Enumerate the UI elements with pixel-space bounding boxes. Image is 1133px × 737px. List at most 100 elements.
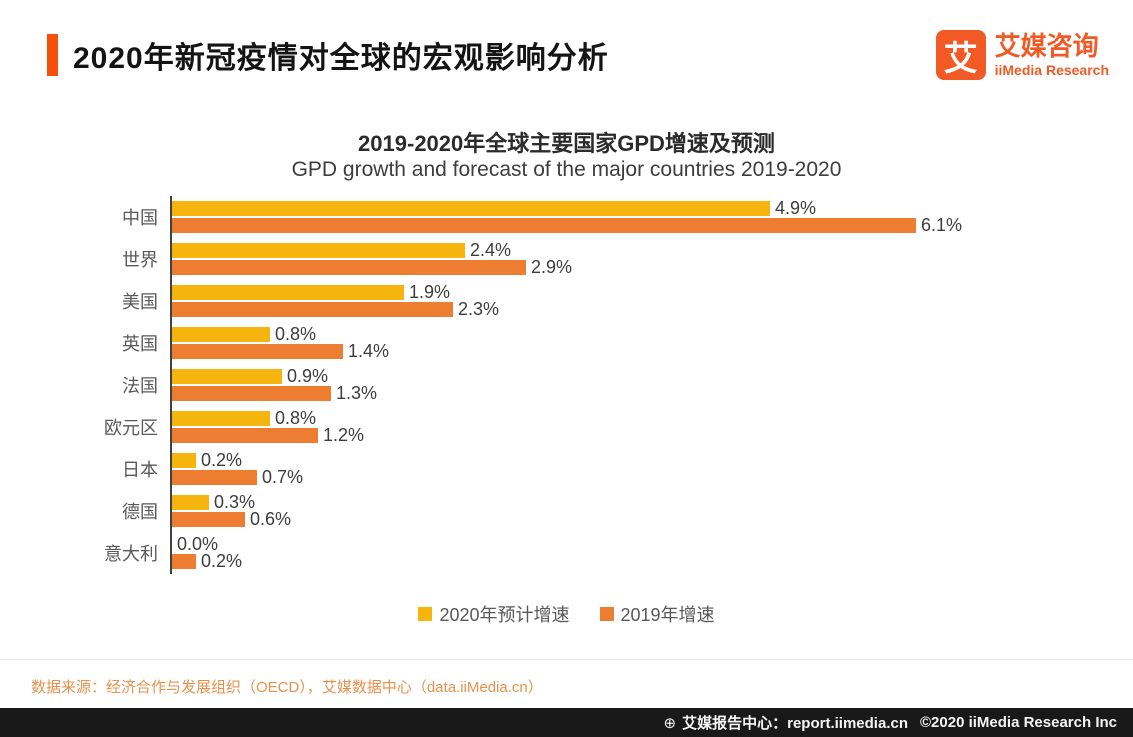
chart-row: 意大利 0.0% 0.2% [32,532,962,574]
chart-row: 中国 4.9% 6.1% [32,196,962,238]
bar-series-0 [172,453,196,468]
bar-group: 0.8% 1.4% [170,322,389,364]
legend-item-2020-forecast: 2020年预计增速 [418,601,570,627]
value-label: 2.9% [531,257,573,277]
category-label: 英国 [122,334,158,354]
value-label: 4.9% [775,198,817,218]
value-label: 2.4% [470,240,512,260]
category-label: 欧元区 [104,418,158,438]
value-label: 0.8% [275,408,317,428]
category-label: 德国 [122,502,158,522]
bar-series-1 [172,260,526,275]
value-label: 0.2% [201,450,243,470]
bar-series-0 [172,411,270,426]
source-divider [0,659,1133,660]
bar-line-series-1: 0.2% [172,551,243,571]
value-label: 0.2% [201,551,243,571]
bar-group: 0.8% 1.2% [170,406,364,448]
chart-row: 法国 0.9% 1.3% [32,364,962,406]
value-label: 0.0% [177,534,219,554]
bar-line-series-0: 0.9% [172,366,377,386]
brand-name-cn: 艾媒咨询 [994,31,1099,62]
brand-logo: 艾 艾媒咨询 iiMedia Research [935,30,1109,80]
bar-line-series-0: 0.8% [172,324,389,344]
category-label: 法国 [122,376,158,396]
page-title: 2020年新冠疫情对全球的宏观影响分析 [73,42,609,75]
globe-icon: ⊕ [663,714,677,732]
bar-group: 0.2% 0.7% [170,448,303,490]
chart-row: 日本 0.2% 0.7% [32,448,962,490]
brand-name-en: iiMedia Research [994,61,1109,78]
bar-line-series-0: 0.2% [172,450,303,470]
bar-line-series-1: 1.4% [172,341,390,361]
value-label: 1.9% [409,282,451,302]
chart-row: 德国 0.3% 0.6% [32,490,962,532]
legend-label-2020: 2020年预计增速 [439,605,570,625]
bar-series-0 [172,495,209,510]
bar-group: 0.9% 1.3% [170,364,377,406]
bar-series-1 [172,344,343,359]
category-label: 意大利 [104,544,158,564]
bar-line-series-1: 0.7% [172,467,304,487]
bar-line-series-1: 1.3% [172,383,378,403]
value-label: 0.7% [262,467,304,487]
bar-group: 2.4% 2.9% [170,238,572,280]
bar-line-series-1: 6.1% [172,215,963,235]
chart-row: 英国 0.8% 1.4% [32,322,962,364]
bar-series-1 [172,554,196,569]
bar-line-series-1: 1.2% [172,425,365,445]
bar-chart: 中国 4.9% 6.1% 世界 2.4% 2.9% 美国 1.9% 2.3% 英国 0.8% 1.4%… [32,196,962,574]
logo-glyph: 艾 [943,39,978,78]
header: 2020年新冠疫情对全球的宏观影响分析 [47,33,609,77]
bar-line-series-0: 1.9% [172,282,499,302]
bar-line-series-1: 2.3% [172,299,500,319]
title-accent-bar [47,34,58,76]
bar-series-0 [172,201,770,216]
category-label: 美国 [122,292,158,312]
bar-group: 1.9% 2.3% [170,280,499,322]
bar-series-0 [172,327,270,342]
bar-line-series-1: 0.6% [172,509,292,529]
value-label: 1.3% [336,383,378,403]
legend-swatch-2019 [599,607,614,621]
legend-swatch-2020 [418,607,433,621]
data-source-text: 数据来源：经济合作与发展组织（OECD），艾媒数据中心（data.iiMedia… [31,679,543,696]
bar-series-1 [172,386,331,401]
bar-series-1 [172,512,245,527]
bar-series-1 [172,470,257,485]
bar-line-series-1: 2.9% [172,257,573,277]
bar-group: 0.0% 0.2% [170,532,242,574]
chart-legend: 2020年预计增速 2019年增速 [0,601,1133,627]
value-label: 1.4% [348,341,390,361]
chart-row: 美国 1.9% 2.3% [32,280,962,322]
bar-line-series-0: 0.0% [172,534,242,554]
footer-site-text: 艾媒报告中心：report.iimedia.cn [682,715,908,732]
value-label: 0.9% [287,366,329,386]
category-label: 世界 [122,250,158,270]
value-label: 0.3% [214,492,256,512]
brand-text: 艾媒咨询 iiMedia Research [994,31,1109,78]
value-label: 0.6% [250,509,292,529]
chart-subtitle: GPD growth and forecast of the major cou… [291,158,842,181]
bar-series-0 [172,285,404,300]
chart-row: 世界 2.4% 2.9% [32,238,962,280]
footer-copyright: ©2020 iiMedia Research Inc [920,714,1117,731]
value-label: 2.3% [458,299,500,319]
bar-series-0 [172,369,282,384]
bar-line-series-0: 0.3% [172,492,291,512]
category-label: 中国 [122,208,158,228]
bar-group: 4.9% 6.1% [170,196,962,238]
value-label: 1.2% [323,425,365,445]
legend-label-2019: 2019年增速 [620,605,715,625]
bar-line-series-0: 4.9% [172,198,962,218]
chart-row: 欧元区 0.8% 1.2% [32,406,962,448]
bar-group: 0.3% 0.6% [170,490,291,532]
bar-series-1 [172,218,916,233]
value-label: 0.8% [275,324,317,344]
bar-series-1 [172,302,453,317]
bar-series-0 [172,243,465,258]
bar-series-1 [172,428,318,443]
footer-bar: ⊕ 艾媒报告中心：report.iimedia.cn ©2020 iiMedia… [0,708,1133,737]
value-label: 6.1% [921,215,963,235]
